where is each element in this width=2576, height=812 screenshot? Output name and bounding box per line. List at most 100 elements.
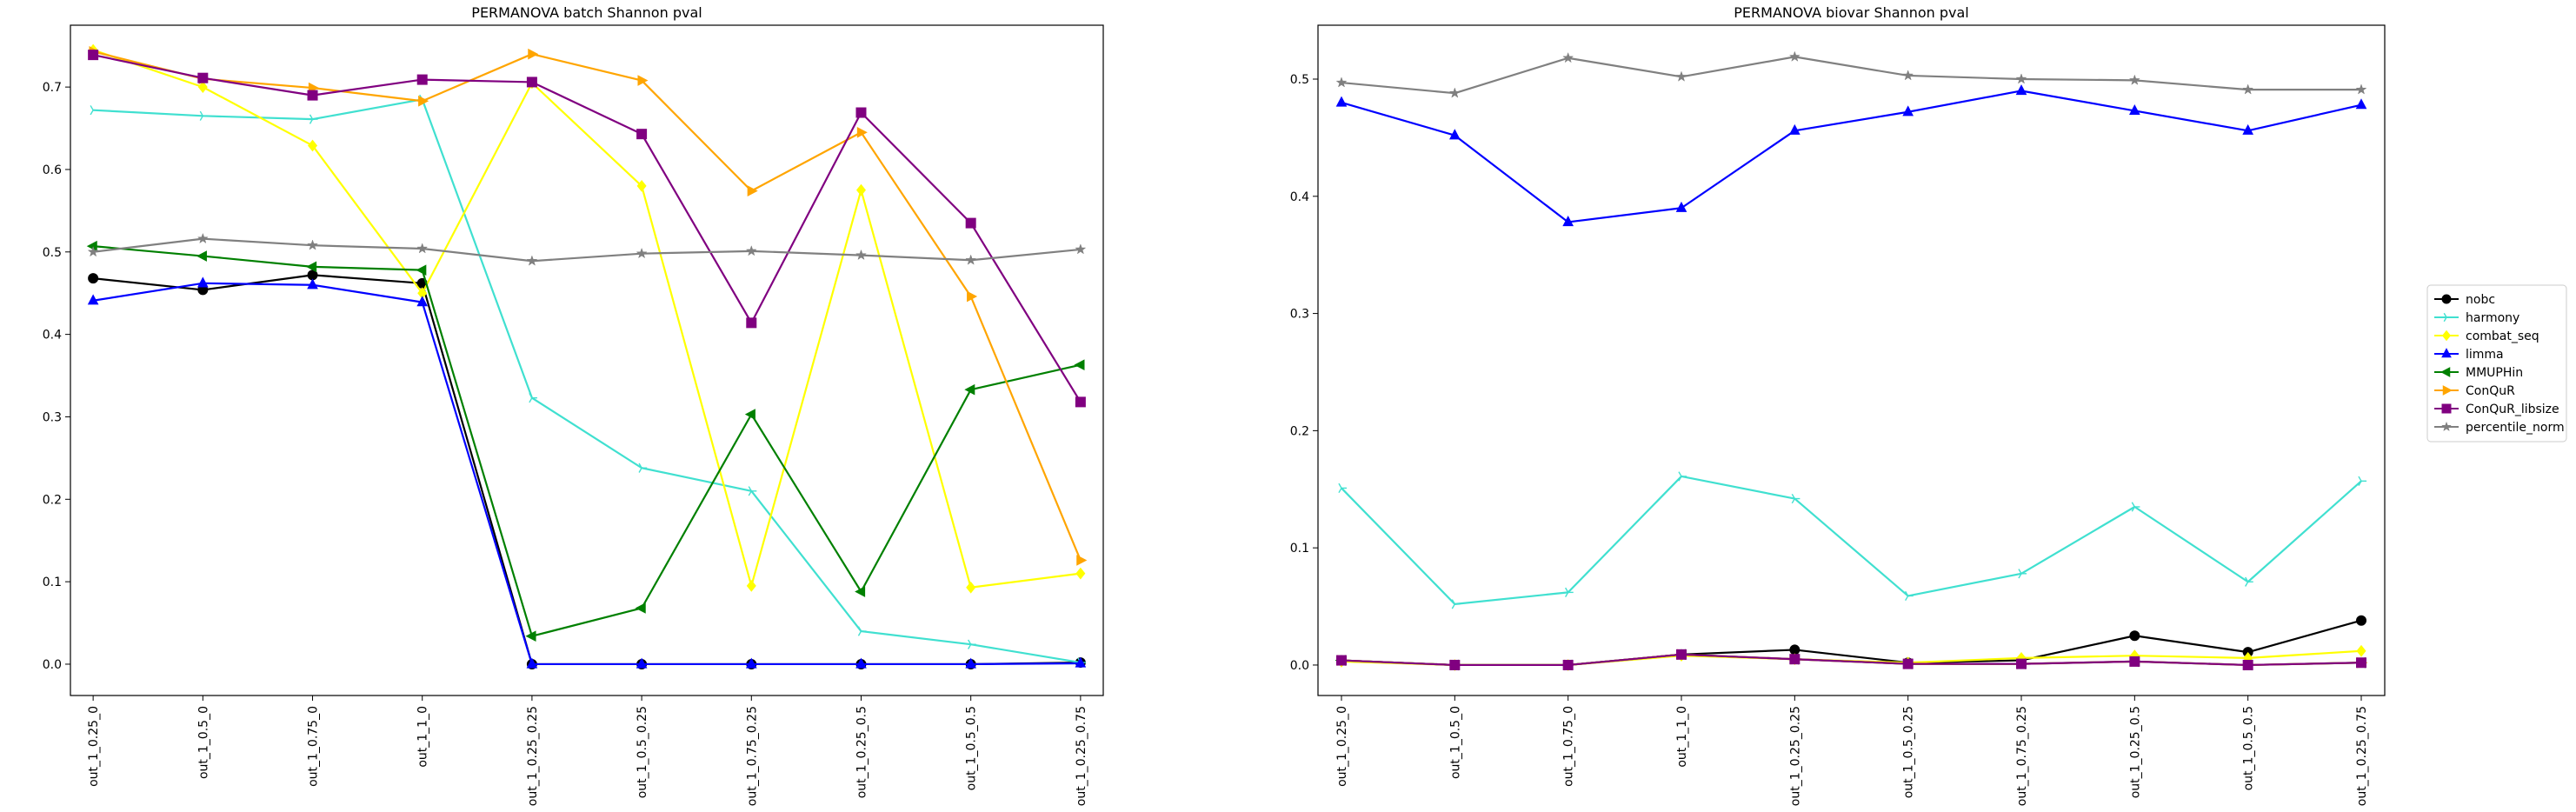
data-point-limma (1075, 656, 1087, 668)
legend-label: harmony (2466, 311, 2519, 325)
data-point-percentile-norm (307, 239, 318, 250)
data-point-conqur-libsize (1335, 655, 1347, 666)
series-line-limma (92, 282, 1081, 666)
legend-entry-mmuphin: MMUPHin (2434, 366, 2523, 380)
data-point-percentile-norm (1335, 77, 1348, 88)
data-point-conqur-libsize (855, 107, 867, 118)
series-harmony (90, 94, 1086, 668)
data-point-percentile-norm (526, 255, 538, 266)
x-tick-label: out_1_0.25_0.5 (2128, 706, 2142, 798)
data-point-conqur-libsize (636, 129, 648, 140)
data-point-conqur (418, 95, 429, 107)
data-point-mmuphin (416, 264, 427, 276)
data-point-percentile-norm (1562, 51, 1574, 63)
series-harmony (1338, 471, 2367, 609)
series-conqur (1337, 649, 2368, 671)
data-point-combat-seq (855, 183, 866, 196)
legend-entry-harmony: harmony (2434, 311, 2519, 325)
series-limma (1335, 84, 2367, 227)
y-tick-label: 0.3 (1290, 308, 1309, 322)
legend-label: ConQuR_libsize (2466, 403, 2559, 416)
data-point-limma (855, 657, 867, 669)
data-point-combat-seq (966, 581, 976, 594)
y-tick-label: 0.3 (43, 410, 62, 424)
y-tick-label: 0.1 (1290, 542, 1309, 556)
chart-title-batch: PERMANOVA batch Shannon pval (471, 4, 702, 21)
data-point-conqur (747, 185, 758, 196)
chart-biovar-shannon: PERMANOVA biovar Shannon pval 0.0 0.1 0.2 0… (1290, 4, 2386, 806)
legend-marker (2442, 385, 2453, 396)
data-point-mmuphin (635, 602, 646, 614)
x-tick-label: out_1_0.5_0.5 (2242, 706, 2256, 790)
data-point-conqur-libsize (746, 317, 757, 329)
data-point-limma (965, 657, 977, 669)
data-point-harmony (1905, 590, 1914, 602)
data-point-nobc (2129, 630, 2140, 642)
data-point-percentile-norm (855, 249, 867, 261)
series-nobc (88, 270, 1086, 669)
series-conqur-libsize (1335, 649, 2367, 670)
x-tick-label: out_1_0.25_0 (1335, 706, 1349, 787)
y-tick-label: 0.4 (43, 329, 62, 343)
data-point-harmony (309, 114, 318, 124)
data-point-percentile-norm (1075, 243, 1087, 255)
series-line-harmony (1341, 475, 2362, 605)
data-point-conqur (1076, 555, 1088, 566)
data-point-harmony (90, 105, 99, 116)
data-point-percentile-norm (2355, 83, 2367, 95)
legend-label: limma (2466, 348, 2504, 362)
series-combat-seq (88, 43, 1086, 594)
data-point-mmuphin (86, 240, 97, 252)
data-point-harmony (1791, 493, 1801, 504)
legend-marker (2440, 367, 2451, 377)
legend-label: MMUPHin (2466, 366, 2523, 380)
data-point-limma (1562, 216, 1574, 227)
data-point-harmony (1338, 483, 1348, 494)
data-point-percentile-norm (1788, 50, 1801, 62)
data-point-nobc (88, 273, 99, 284)
series-line-limma (1341, 90, 2362, 223)
y-tick-label: 0.2 (1290, 424, 1309, 438)
series-conqur-libsize (88, 50, 1086, 408)
data-point-conqur-libsize (1562, 659, 1574, 670)
series-conqur (89, 46, 1088, 566)
x-tick-label: out_1_1_0 (416, 706, 430, 768)
data-point-limma (1335, 96, 1348, 107)
data-point-harmony (857, 626, 867, 636)
x-tick-label: out_1_0.25_0.25 (1788, 706, 1802, 806)
legend-marker (2441, 421, 2452, 432)
data-point-combat-seq (308, 139, 318, 152)
data-point-combat-seq (2356, 644, 2366, 657)
series-line-conqur (92, 50, 1082, 561)
data-point-percentile-norm (745, 245, 757, 256)
x-tick-label: out_1_0.5_0.5 (965, 706, 979, 790)
y-tick-label: 0.0 (1290, 659, 1309, 673)
legend-entry-combat-seq: combat_seq (2434, 329, 2539, 343)
data-point-combat-seq (197, 81, 208, 94)
legend-label: nobc (2466, 293, 2495, 307)
data-point-percentile-norm (196, 232, 209, 244)
y-tick-label: 0.6 (43, 163, 62, 177)
data-point-conqur-libsize (1075, 396, 1086, 408)
data-point-harmony (2018, 569, 2027, 579)
data-point-limma (416, 296, 429, 307)
legend-entry-conqur-libsize: ConQuR_libsize (2434, 403, 2559, 416)
data-point-conqur-libsize (307, 90, 318, 101)
y-tick-label: 0.4 (1290, 190, 1309, 204)
data-point-percentile-norm (2242, 83, 2254, 95)
data-point-limma (307, 278, 318, 290)
y-tick-label: 0.1 (43, 576, 62, 589)
data-point-conqur-libsize (2356, 657, 2367, 669)
data-point-limma (2129, 103, 2140, 116)
data-point-nobc (2356, 615, 2367, 626)
data-point-harmony (1451, 599, 1461, 609)
x-tick-label: out_1_0.5_0 (196, 706, 210, 779)
series-mmuphin (86, 240, 1085, 642)
series-line-harmony (93, 98, 1082, 664)
x-tick-label: out_1_0.5_0 (1448, 706, 1462, 779)
legend-marker (2441, 348, 2452, 358)
data-point-conqur (967, 290, 978, 303)
legend-marker (2443, 312, 2452, 323)
data-point-mmuphin (964, 383, 975, 396)
